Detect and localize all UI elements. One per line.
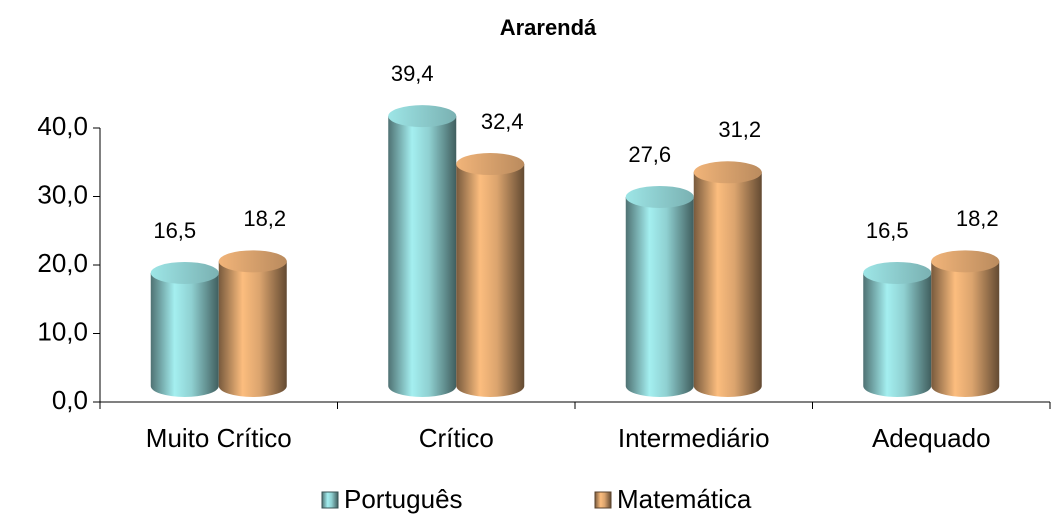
bar (693, 172, 762, 398)
x-tick-label: Adequado (872, 423, 991, 453)
legend-label: Português (344, 484, 463, 514)
y-tick-label: 0,0 (52, 385, 88, 415)
bar (388, 116, 457, 398)
bar (150, 272, 219, 398)
legend-swatch (321, 491, 339, 509)
bar-top (931, 250, 1000, 273)
bar-top (456, 153, 525, 176)
data-label: 18,2 (956, 206, 999, 231)
y-tick-label: 20,0 (37, 248, 88, 278)
y-tick-label: 30,0 (37, 179, 88, 209)
x-tick-label: Crítico (419, 423, 494, 453)
bar (456, 164, 525, 398)
data-label: 39,4 (391, 61, 434, 86)
bar-top (693, 161, 762, 184)
bar-top (218, 250, 287, 273)
bar-top (388, 105, 457, 128)
x-tick-label: Intermediário (618, 423, 770, 453)
data-label: 18,2 (243, 206, 286, 231)
bar (863, 272, 932, 398)
bar (931, 261, 1000, 398)
data-label: 16,5 (153, 218, 196, 243)
legend-swatch (594, 491, 612, 509)
y-tick-label: 10,0 (37, 316, 88, 346)
bar-top (625, 185, 694, 208)
bar-top (863, 261, 932, 284)
chart-title: Ararendá (500, 15, 597, 40)
bar-top (150, 261, 219, 284)
bar (218, 261, 287, 398)
legend-label: Matemática (617, 484, 752, 514)
data-label: 27,6 (628, 142, 671, 167)
data-label: 31,2 (718, 117, 761, 142)
y-tick-label: 40,0 (37, 111, 88, 141)
data-label: 16,5 (866, 218, 909, 243)
x-tick-label: Muito Crítico (146, 423, 292, 453)
bar (625, 196, 694, 398)
data-label: 32,4 (481, 109, 524, 134)
